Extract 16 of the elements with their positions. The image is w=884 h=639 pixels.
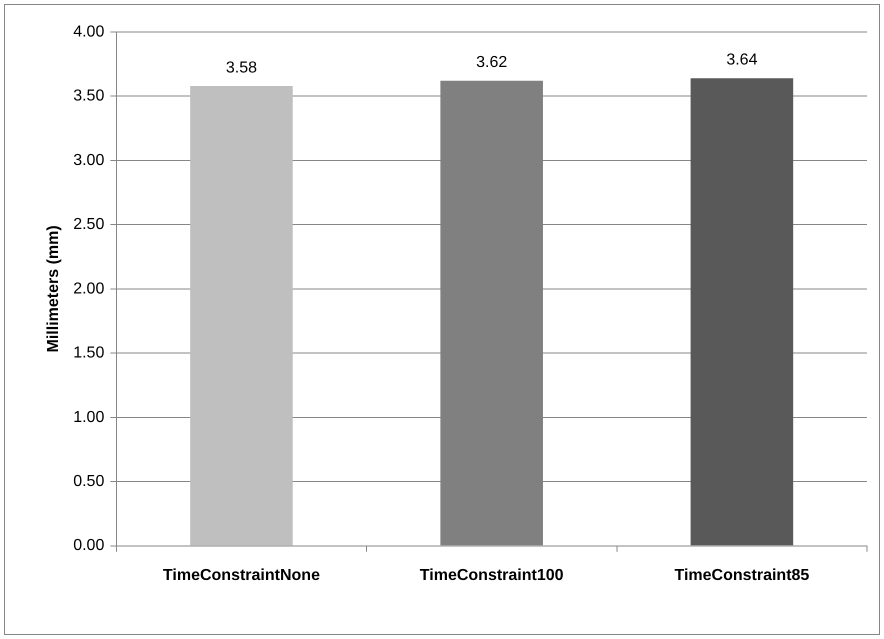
y-tick-label: 4.00	[73, 23, 104, 40]
y-tick-label: 2.50	[73, 216, 104, 234]
data-label: 3.62	[476, 54, 508, 72]
y-tick-label: 3.50	[73, 88, 104, 105]
x-tick-label: TimeConstraint100	[420, 566, 564, 584]
y-tick-label: 1.00	[73, 408, 104, 426]
y-tick-label: 3.00	[73, 152, 104, 169]
y-tick-label: 0.00	[73, 537, 104, 554]
data-label: 3.58	[226, 59, 258, 76]
y-tick-label: 0.50	[73, 472, 104, 490]
y-axis-title: Millimeters (mm)	[45, 225, 62, 352]
y-tick-label: 1.50	[73, 344, 104, 362]
x-tick-label: TimeConstraintNone	[162, 566, 320, 584]
y-tick-label: 2.00	[73, 280, 104, 298]
data-label: 3.64	[726, 52, 758, 69]
x-tick-label: TimeConstraint85	[674, 566, 810, 584]
